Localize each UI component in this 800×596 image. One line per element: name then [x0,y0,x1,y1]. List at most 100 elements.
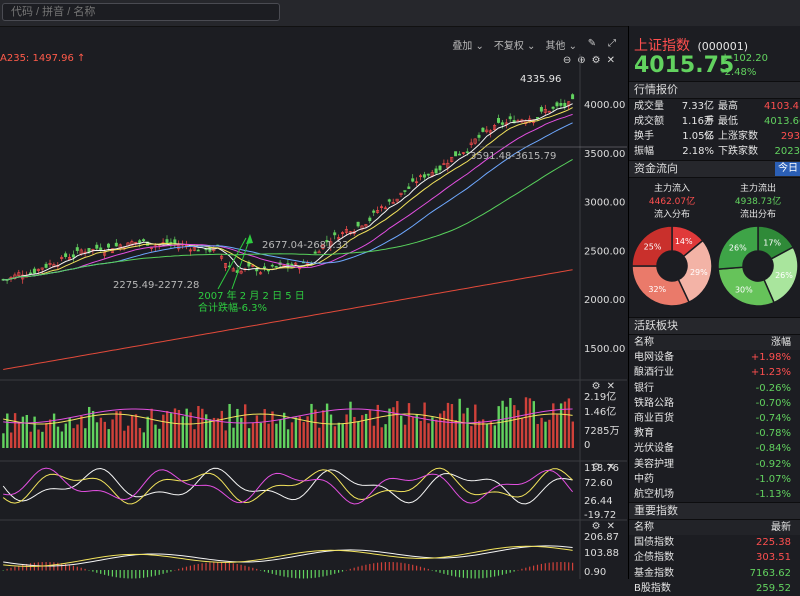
minus-icon[interactable]: ⊖ [562,55,572,66]
volume-bar [154,424,157,448]
price-axis: 4000.00 3500.00 3000.00 2500.00 2000.00 1500.… [584,100,625,355]
candle-body [465,151,469,154]
gear-icon[interactable]: ⚙ [591,55,601,66]
volume-bar [552,403,555,448]
index-header-row: 名称 最新 [629,520,800,536]
candle-body [395,198,399,202]
volume-bar [205,414,208,448]
overlay-dropdown[interactable]: 叠加 ⌄ [452,40,484,52]
sector-row[interactable]: 光伏设备 -0.84% [629,441,800,456]
index-row[interactable]: 基金指数 7163.62 [629,566,800,581]
sector-row[interactable]: 教育 -0.78% [629,426,800,441]
volume-bar [251,422,255,448]
quote-value: 7.33亿手 [681,101,714,127]
macd-bar [100,570,102,574]
sector-row[interactable]: 中药 -1.07% [629,472,800,487]
main-pane-icons: ⊖ ⊕ ⚙ ✕ [563,55,615,66]
macd-bar [427,568,429,571]
macd-bar [185,566,188,571]
volume-bar [80,415,83,448]
macd-bar [326,570,328,576]
macd-pane [2,545,574,579]
volume-bar [427,423,430,448]
macd-bar [306,570,308,579]
indicator-line [3,467,573,505]
sector-row[interactable]: 电网设备 +1.98% [629,350,800,365]
macd-bar [10,567,12,571]
index-name: 上证指数 [634,38,690,54]
volume-bar [411,416,415,448]
volume-bar [103,421,106,448]
volume-bar [345,414,348,448]
volume-bar [6,413,9,448]
close-icon[interactable]: ✕ [606,521,615,532]
adjust-dropdown[interactable]: 不复权 ⌄ [493,40,536,52]
volume-bar [41,431,44,448]
macd-bar [416,565,418,571]
macd-bar [154,570,156,576]
index-title: 重要指数 [629,502,800,521]
index-row[interactable]: 企债指数 303.51 [629,550,800,565]
close-icon[interactable]: ✕ [606,462,615,473]
candle-body [415,181,419,184]
sector-row[interactable]: 铁路公路 -0.70% [629,396,800,411]
plus-icon[interactable]: ⊕ [577,55,586,66]
search-input[interactable] [2,3,280,21]
pen-icon[interactable]: ✎ [587,38,597,49]
current-price: 4015.75 [634,53,735,78]
candle-body [422,174,426,178]
today-tab[interactable]: 今日 [775,162,800,176]
price-tick: 2000.00 [584,295,625,306]
volume-bar [111,419,114,448]
gear-icon[interactable]: ⚙ [591,521,601,532]
candle-body [75,247,79,251]
candle-body [68,257,72,260]
gear-icon[interactable]: ⚙ [591,462,601,473]
pie-label: 14% [675,237,693,246]
volume-bar [302,422,305,448]
close-icon[interactable]: ✕ [606,381,615,392]
macd-bar [431,570,433,571]
gear-icon[interactable]: ⚙ [591,381,601,392]
candle-body [40,267,44,270]
sector-row[interactable]: 酿酒行业 +1.23% [629,365,800,380]
range-label-2: 2677.04-2681.33 [262,240,348,251]
pie-label: 29% [690,268,708,277]
volume-bar [435,419,438,448]
candle-body [368,217,372,222]
macd-bar [505,570,507,574]
sector-name: 教育 [634,428,654,440]
pie-label: 17% [763,238,781,247]
macd-bar [470,570,472,579]
sector-row[interactable]: 商业百货 -0.74% [629,411,800,426]
sector-row[interactable]: 航空机场 -1.13% [629,487,800,502]
volume-bar [29,431,32,448]
sector-change: -0.84% [755,443,791,455]
index-row-value: 225.38 [756,537,791,549]
macd-bar [197,563,199,571]
close-icon[interactable]: ✕ [606,55,615,66]
expand-icon[interactable]: ⤢ [608,38,616,49]
annotation-arrow [217,237,247,290]
index-row[interactable]: 国债指数 225.38 [629,535,800,550]
chart-panel[interactable]: 叠加 ⌄ 不复权 ⌄ 其他 ⌄ ✎ ⤢ A235: 1497.96 ↑ ⊖ ⊕ … [0,34,627,579]
macd-bar [150,570,152,577]
sectors-header: 名称 涨幅 [629,335,800,351]
volume-bar [232,427,235,448]
outflow-pie: 17% 26% 30% 26% [717,225,799,307]
macd-bar [572,562,574,571]
index-row[interactable]: B股指数 259.52 [629,581,800,596]
macd-bar [291,570,293,578]
sector-row[interactable]: 银行 -0.26% [629,381,800,396]
macd-line [3,545,573,567]
other-dropdown[interactable]: 其他 ⌄ [545,40,577,52]
macd-bar [256,568,258,571]
volume-bar [497,406,500,448]
ma-line [3,103,573,281]
candle-body [142,239,146,242]
sector-row[interactable]: 美容护理 -0.92% [629,457,800,472]
macd-bar [299,570,301,579]
kline-chart[interactable]: 4000.00 3500.00 3000.00 2500.00 2000.00 1500.… [0,34,627,579]
macd-bar [490,570,492,578]
